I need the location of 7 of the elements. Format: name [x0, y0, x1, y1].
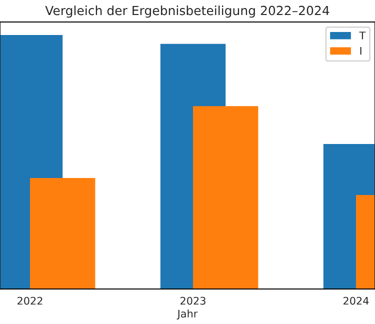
x-tick-label: 2024 — [344, 296, 369, 305]
legend-label: T — [359, 32, 366, 40]
x-tick-label: 2023 — [180, 296, 206, 305]
chart-title: Vergleich der Ergebnisbeteiligung 2022–2024 — [45, 6, 330, 18]
x-tick-label: 2022 — [18, 296, 42, 305]
legend-label: I — [360, 46, 362, 55]
x-axis-title: Jahr — [176, 310, 198, 320]
